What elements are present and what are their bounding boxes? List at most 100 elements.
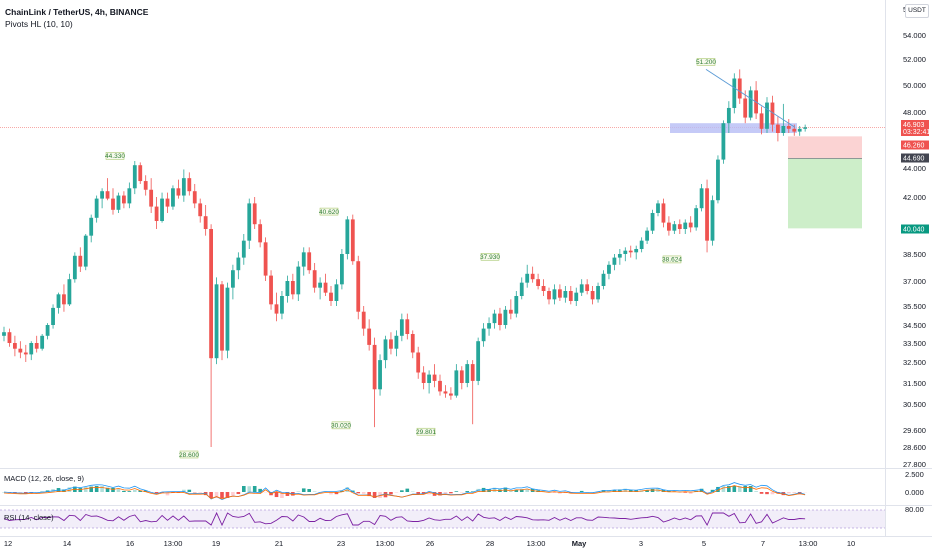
macd-histogram-bar: [252, 486, 257, 492]
macd-histogram-bar: [628, 489, 633, 492]
candle-body: [220, 284, 224, 351]
x-tick-label: 26: [426, 539, 434, 548]
y-tick-label: 31.500: [903, 379, 926, 388]
candle-body: [45, 325, 50, 336]
macd-histogram-bar: [67, 487, 72, 492]
price-tag-box: [901, 140, 929, 150]
candle-body: [116, 195, 121, 210]
macd-label: MACD (12, 26, close, 9): [4, 474, 85, 483]
candle-body: [721, 123, 726, 160]
candle-body: [263, 242, 268, 276]
macd-histogram-bar: [105, 487, 110, 492]
candle-body: [247, 203, 252, 241]
macd-histogram-bar: [127, 491, 132, 492]
candle-body: [122, 195, 126, 204]
candle-body: [427, 374, 431, 383]
candle-body: [688, 222, 693, 228]
macd-histogram-bar: [487, 489, 491, 492]
macd-histogram-bar: [797, 492, 802, 495]
candle-body: [340, 254, 344, 285]
macd-histogram-bar: [770, 492, 775, 495]
macd-axis-label: 0.000: [905, 488, 924, 497]
macd-histogram-bar: [225, 492, 230, 498]
y-tick-label: 48.000: [903, 108, 926, 117]
macd-histogram-bar: [247, 486, 252, 492]
price-tag-value: 40.040: [903, 227, 925, 234]
candle-body: [252, 203, 257, 225]
candle-body: [786, 126, 791, 129]
macd-histogram-bar: [579, 490, 584, 492]
pivot-label-box: [331, 421, 351, 430]
y-tick-label: 29.600: [903, 426, 926, 435]
candle-body: [590, 291, 595, 300]
candle-body: [416, 352, 421, 373]
macd-histogram-bar: [438, 492, 442, 496]
macd-histogram-bar: [514, 489, 519, 492]
candle-body: [438, 380, 442, 392]
macd-histogram-bar: [754, 491, 758, 492]
candle-body: [389, 339, 393, 349]
macd-histogram-bar: [688, 492, 693, 494]
macd-histogram-bar: [667, 490, 671, 492]
candle-body: [737, 78, 742, 99]
candle-body: [192, 191, 197, 204]
candle-body: [776, 124, 780, 133]
candle-body: [236, 257, 241, 271]
candle-body: [432, 374, 437, 381]
candle-body: [399, 319, 404, 336]
y-tick-label: 27.800: [903, 460, 926, 469]
y-tick-label: 37.000: [903, 277, 926, 286]
candle-body: [421, 372, 426, 383]
candle-body: [13, 343, 17, 349]
candle-body: [672, 224, 677, 231]
macd-histogram-bar: [242, 486, 246, 492]
macd-histogram-bar: [274, 492, 279, 498]
candle-body: [67, 279, 72, 305]
macd-histogram-bar: [367, 492, 371, 497]
y-tick-label: 54.000: [903, 31, 926, 40]
candle-body: [558, 289, 562, 298]
symbol-title: ChainLink / TetherUS, 4h, BINANCE: [5, 7, 149, 17]
macd-histogram-bar: [62, 489, 66, 492]
candle-body: [579, 284, 584, 293]
candle-body: [51, 307, 55, 325]
candle-body: [639, 240, 644, 249]
candle-body: [568, 291, 573, 301]
currency-badge[interactable]: USDT: [905, 4, 929, 18]
y-tick-label: 44.000: [903, 164, 926, 173]
macd-histogram-bar: [280, 492, 284, 498]
macd-histogram-bar: [421, 492, 426, 495]
macd-histogram-bar: [787, 492, 791, 494]
pivot-label-box: [319, 207, 339, 216]
pivot-high-label: 51.200: [696, 58, 716, 66]
y-tick-label: 52.000: [903, 55, 926, 64]
macd-histogram-bar: [361, 492, 366, 494]
macd-histogram-bar: [541, 490, 546, 492]
candle-body: [694, 208, 699, 228]
candle-body: [683, 222, 688, 229]
pivot-low-label: 38.624: [662, 255, 682, 264]
candle-body: [361, 311, 366, 329]
candle-body: [329, 292, 333, 301]
price-tag: 40.040: [901, 224, 929, 234]
pivot-high-label: 40.620: [319, 207, 339, 216]
candle-body: [585, 284, 590, 291]
macd-histogram-bar: [220, 492, 224, 498]
stop-loss-zone: [788, 136, 862, 159]
candle-body: [29, 343, 34, 355]
candle-body: [367, 328, 372, 345]
candle-body: [18, 348, 23, 353]
x-tick-label: 13:00: [799, 539, 818, 548]
macd-histogram-bar: [89, 486, 93, 492]
candle-body: [770, 102, 775, 125]
candle-body: [503, 309, 508, 325]
y-tick-label: 50.000: [903, 81, 926, 90]
macd-histogram-bar: [165, 492, 170, 496]
candle-body: [62, 294, 66, 305]
macd-histogram-bar: [732, 486, 737, 492]
y-tick-label: 33.500: [903, 339, 926, 348]
macd-histogram-bar: [389, 492, 393, 495]
candle-body: [231, 270, 235, 288]
macd-histogram-bar: [443, 492, 448, 495]
